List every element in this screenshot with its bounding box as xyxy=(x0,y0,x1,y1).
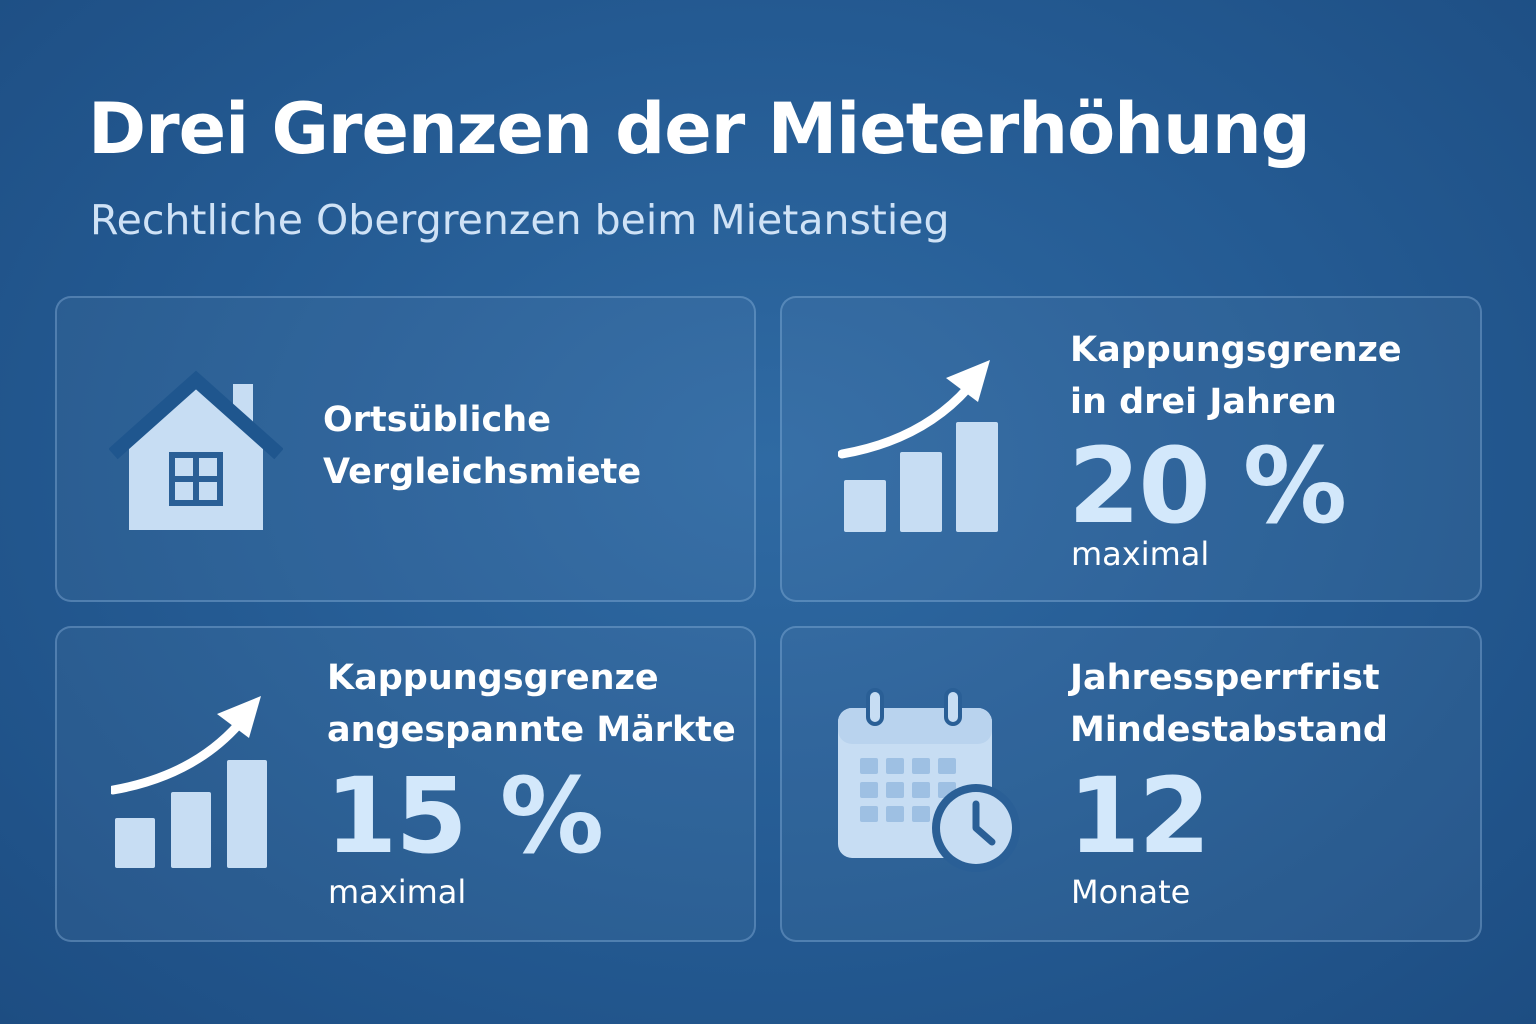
card-label: Kappungsgrenze angespannte Märkte xyxy=(327,658,736,750)
card-label: Ortsübliche Vergleichsmiete xyxy=(323,400,642,492)
page-title: Drei Grenzen der Mieterhöhung xyxy=(88,88,1311,170)
value-caption: Monate xyxy=(1071,873,1191,911)
value-caption: maximal xyxy=(1071,535,1210,573)
card-label: Jahressperrfrist Mindestabstand xyxy=(1070,658,1388,750)
card-kappung-angespannt: Kappungsgrenze angespannte Märkte 15 % m… xyxy=(55,626,756,942)
growth-chart-icon xyxy=(111,696,267,868)
card-jahressperrfrist: Jahressperrfrist Mindestabstand 12 Monat… xyxy=(780,626,1482,942)
calendar-clock-icon xyxy=(838,688,1020,872)
house-icon xyxy=(109,370,283,530)
card-label: Kappungsgrenze in drei Jahren xyxy=(1070,330,1402,422)
value-12-months: 12 xyxy=(1068,755,1211,877)
growth-chart-icon xyxy=(838,360,998,532)
value-20-percent: 20 % xyxy=(1068,425,1347,547)
value-caption: maximal xyxy=(328,873,467,911)
card-kappung-drei-jahre: Kappungsgrenze in drei Jahren 20 % maxim… xyxy=(780,296,1482,602)
page-subtitle: Rechtliche Obergrenzen beim Mietanstieg xyxy=(90,196,950,244)
value-15-percent: 15 % xyxy=(325,755,604,877)
card-vergleichsmiete: Ortsübliche Vergleichsmiete xyxy=(55,296,756,602)
